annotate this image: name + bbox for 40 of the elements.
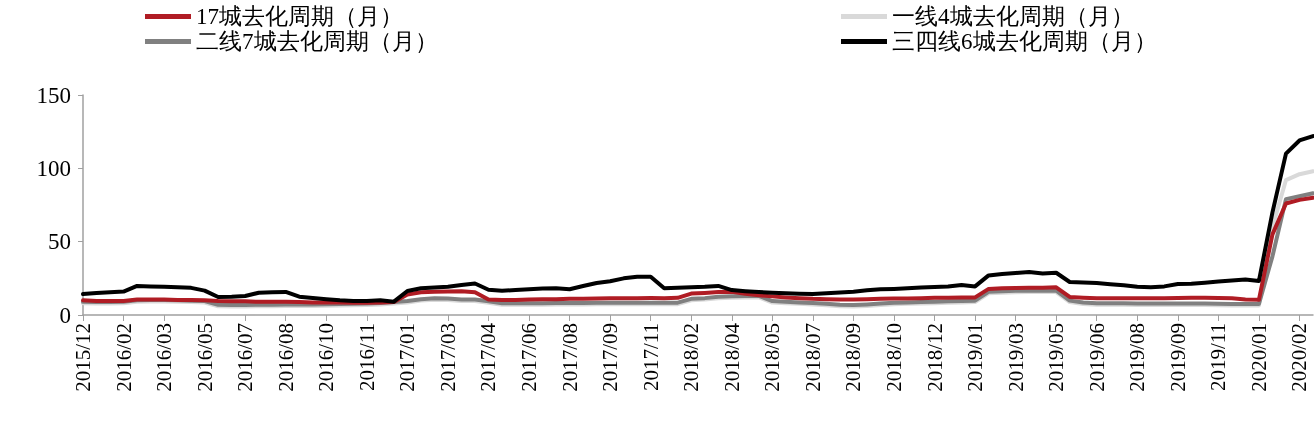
x-tick-label: 2017/01 bbox=[395, 323, 420, 392]
x-tick-label: 2019/09 bbox=[1165, 323, 1190, 392]
x-tick-label: 2017/06 bbox=[517, 323, 542, 392]
x-tick-label: 2017/03 bbox=[435, 323, 460, 392]
x-tick-label: 2017/04 bbox=[476, 322, 501, 392]
y-tick-label: 150 bbox=[36, 82, 71, 108]
legend-label: 二线7城去化周期（月） bbox=[196, 29, 438, 54]
x-tick-label: 2019/05 bbox=[1044, 323, 1069, 392]
x-tick-label: 2018/04 bbox=[719, 322, 744, 392]
x-tick-label: 2019/01 bbox=[963, 323, 988, 392]
x-tick-label: 2018/10 bbox=[881, 323, 906, 392]
x-tick-label: 2016/03 bbox=[152, 323, 177, 392]
x-tick-label: 2016/07 bbox=[233, 323, 258, 392]
x-tick-label: 2017/11 bbox=[638, 323, 663, 392]
x-tick-label: 2018/09 bbox=[841, 323, 866, 392]
x-tick-label: 2019/11 bbox=[1206, 323, 1231, 392]
legend-label: 三四线6城去化周期（月） bbox=[892, 29, 1157, 54]
y-tick-label: 100 bbox=[36, 155, 71, 181]
x-tick-label: 2018/02 bbox=[679, 323, 704, 392]
x-tick-label: 2017/09 bbox=[598, 323, 623, 392]
x-tick-label: 2017/08 bbox=[557, 323, 582, 392]
x-tick-label: 2019/08 bbox=[1125, 323, 1150, 392]
x-tick-label: 2016/11 bbox=[354, 323, 379, 392]
x-tick-label: 2015/12 bbox=[71, 323, 95, 392]
x-tick-label: 2019/06 bbox=[1084, 323, 1109, 392]
y-tick-label: 0 bbox=[59, 302, 71, 328]
x-tick-label: 2019/03 bbox=[1003, 323, 1028, 392]
line-series bbox=[81, 134, 1314, 304]
legend-label: 一线4城去化周期（月） bbox=[892, 4, 1134, 29]
legend-label: 17城去化周期（月） bbox=[196, 4, 403, 29]
x-tick-label: 2018/07 bbox=[800, 323, 825, 392]
x-tick-label: 2018/12 bbox=[922, 323, 947, 392]
x-tick-label: 2020/02 bbox=[1287, 323, 1312, 392]
x-tick-label: 2016/08 bbox=[273, 323, 298, 392]
x-tick-label: 2016/05 bbox=[192, 323, 217, 392]
x-tick-label: 2018/05 bbox=[760, 323, 785, 392]
x-tick-label: 2016/02 bbox=[111, 323, 136, 392]
x-tick-label: 2016/10 bbox=[314, 323, 339, 392]
x-tick-label: 2020/01 bbox=[1246, 323, 1271, 392]
y-tick-label: 50 bbox=[48, 229, 71, 255]
